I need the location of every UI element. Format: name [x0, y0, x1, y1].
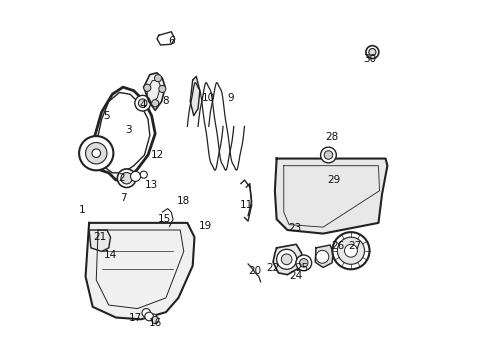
Text: 29: 29: [326, 175, 340, 185]
Text: 7: 7: [120, 193, 126, 203]
Circle shape: [344, 244, 357, 257]
Text: 2: 2: [118, 173, 124, 183]
Circle shape: [151, 100, 159, 107]
Text: 3: 3: [125, 125, 131, 135]
Polygon shape: [85, 223, 194, 319]
Circle shape: [154, 75, 162, 82]
Circle shape: [295, 255, 311, 271]
Circle shape: [281, 254, 291, 265]
Text: 23: 23: [287, 223, 301, 233]
Circle shape: [324, 151, 332, 159]
Circle shape: [117, 169, 136, 188]
Circle shape: [121, 172, 132, 184]
Circle shape: [79, 136, 113, 170]
Polygon shape: [272, 244, 301, 275]
Text: 17: 17: [129, 312, 142, 323]
Text: 1: 1: [79, 205, 85, 215]
Circle shape: [320, 147, 336, 163]
Circle shape: [138, 99, 147, 108]
Text: 27: 27: [348, 241, 361, 251]
Text: 16: 16: [148, 318, 162, 328]
Polygon shape: [157, 32, 175, 45]
Circle shape: [315, 250, 328, 263]
Circle shape: [149, 314, 157, 321]
Text: 28: 28: [325, 132, 338, 142]
Text: 22: 22: [266, 262, 279, 273]
Polygon shape: [143, 73, 165, 111]
Text: 13: 13: [145, 180, 158, 190]
Text: 9: 9: [226, 93, 233, 103]
Text: 5: 5: [103, 111, 110, 121]
Circle shape: [142, 309, 150, 317]
Circle shape: [85, 143, 107, 164]
Circle shape: [130, 171, 140, 181]
Circle shape: [151, 316, 159, 324]
Polygon shape: [190, 76, 200, 116]
Circle shape: [337, 237, 364, 264]
Text: 20: 20: [248, 266, 261, 276]
Circle shape: [143, 84, 151, 91]
Circle shape: [159, 85, 165, 93]
Text: 15: 15: [157, 214, 170, 224]
Text: 10: 10: [202, 93, 215, 103]
Text: 21: 21: [93, 232, 106, 242]
Circle shape: [276, 249, 296, 269]
Text: 26: 26: [330, 241, 343, 251]
Circle shape: [299, 258, 307, 267]
Circle shape: [92, 149, 101, 157]
Circle shape: [332, 232, 369, 269]
Text: 19: 19: [198, 221, 211, 231]
Circle shape: [144, 312, 153, 321]
Text: 30: 30: [362, 54, 375, 64]
Circle shape: [365, 46, 378, 59]
Text: 18: 18: [177, 197, 190, 206]
Polygon shape: [274, 158, 386, 234]
Circle shape: [135, 95, 150, 111]
Text: 6: 6: [167, 36, 174, 46]
Circle shape: [368, 49, 375, 56]
Text: 11: 11: [239, 200, 252, 210]
Text: 25: 25: [294, 262, 307, 273]
Polygon shape: [89, 230, 110, 251]
Text: 24: 24: [289, 271, 302, 282]
Text: 8: 8: [163, 96, 169, 107]
Circle shape: [140, 171, 147, 178]
Text: 4: 4: [139, 100, 146, 110]
Text: 12: 12: [150, 150, 163, 160]
Polygon shape: [315, 245, 332, 267]
Text: 14: 14: [104, 250, 117, 260]
